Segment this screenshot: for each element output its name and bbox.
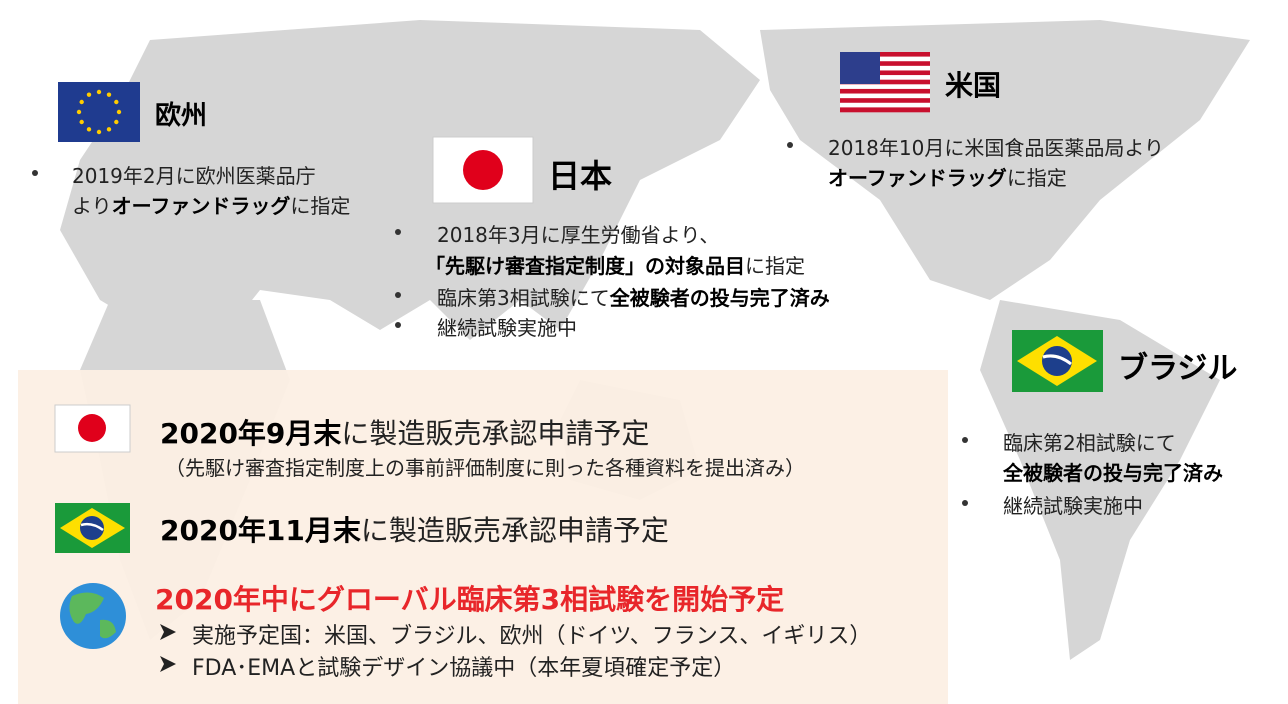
star [86,92,92,97]
star [114,99,119,105]
text: 継続試験実施中 [437,316,577,340]
star [106,127,112,132]
star [96,129,102,135]
global-item: 実施予定国：米国、ブラジル、欧州（ドイツ、フランス、イギリス） [192,623,872,649]
stripe [840,88,930,94]
star [116,109,122,115]
text-line: 2020年9月末に製造販売承認申請予定 [160,412,649,452]
text: に指定 [290,194,351,218]
bold-text: 「先駆け審査指定制度」の対象品目 [425,254,745,278]
text-line: よりオーファンドラッグに指定 [72,190,350,219]
bold-text: オーファンドラッグ [828,166,1007,190]
star [96,89,102,95]
bullet [395,322,401,328]
flag-japan [432,136,534,204]
stripe [840,75,930,80]
bullet [787,142,793,148]
text-line: 2020年11月末に製造販売承認申請予定 [160,509,669,549]
flag-japan-small [54,404,131,453]
text: 継続試験実施中 [1003,494,1143,518]
plan-panel [18,370,948,704]
text-line: 「先駆け審査指定制度」の対象品目に指定 [425,250,805,279]
text: に製造販売承認申請予定 [341,416,650,450]
bullet [32,170,38,176]
global-title: 2020年中にグローバル臨床第3相試験を開始予定 [155,582,785,616]
plan-note: （先駆け審査指定制度上の事前評価制度に則った各種資料を提出済み） [165,456,805,480]
bold-text: 2020年9月末 [160,416,342,450]
text-line: 2019年2月に欧州医薬品庁 [72,160,316,189]
stripe [840,70,930,76]
text-line: 2018年3月に厚生労働省より、 [437,219,719,248]
bullet [962,437,968,443]
text: 臨床第2相試験にて [1003,431,1176,455]
star [86,127,92,132]
text-line: 臨床第2相試験にて [1003,427,1176,456]
text-line: 2018年10月に米国食品医薬品局より [828,132,1164,161]
stripe [840,79,930,85]
arrow-markers [160,624,176,672]
bullet [395,229,401,235]
flag-brazil [1012,330,1103,392]
text-line: オーファンドラッグに指定 [828,162,1067,191]
text: 2018年3月に厚生労働省より、 [437,223,720,247]
flag-us [840,52,930,113]
bullet [962,500,968,506]
bold-text: 全被験者の投与完了済み [609,286,830,310]
text-line: 継続試験実施中 [437,312,577,341]
text: に指定 [745,254,805,278]
text: に指定 [1006,166,1067,190]
stripe [840,65,930,71]
bold-text: 2020年11月末 [160,513,361,547]
stripe [840,102,930,108]
stripe [840,61,930,67]
star [79,119,84,125]
stripe [840,84,930,90]
star [114,119,119,125]
text: より [72,194,112,218]
text: に製造販売承認申請予定 [360,513,669,547]
text: 臨床第3相試験にて [437,286,610,310]
region-name: ブラジル [1118,350,1238,386]
canton [840,52,880,84]
stripe [840,98,930,104]
star [106,92,112,97]
global-item: FDA･EMAと試験デザイン協議中（本年夏頃確定予定） [192,655,736,681]
bold-text: 全被験者の投与完了済み [1003,461,1223,485]
region-name: 欧州 [155,101,208,132]
stripe [840,107,930,113]
stripe [840,52,930,57]
globe-icon [60,583,126,649]
flag-brazil-small [55,503,130,553]
stripe [840,56,930,62]
region-name: 米国 [945,68,1002,102]
flag-eu [58,82,140,142]
bullet [395,292,401,298]
star [76,109,82,115]
text-line: 全被験者の投与完了済み [1003,457,1223,486]
stripe [840,93,930,99]
star [79,99,84,105]
text: 2019年2月に欧州医薬品庁 [72,164,316,188]
text: 2018年10月に米国食品医薬品局より [828,136,1164,160]
bold-text: オーファンドラッグ [111,194,291,218]
region-name: 日本 [548,157,613,196]
text-line: 継続試験実施中 [1003,490,1143,519]
text-line: 臨床第3相試験にて全被験者の投与完了済み [437,282,830,311]
